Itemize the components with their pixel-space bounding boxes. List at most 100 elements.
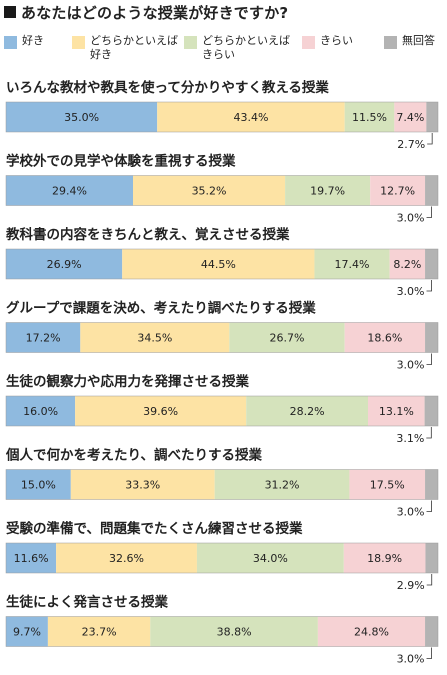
bar-row: 受験の準備で、問題集でたくさん練習させる授業 11.6% 32.6% 34.0% 18.… [5,520,439,592]
bar-row: グループで課題を決め、考えたり調べたりする授業 17.2% 34.5% 26.7% 18… [5,300,439,372]
data-label: 35.2% [192,185,227,198]
bar-segment-no-answer [425,249,438,279]
data-label-no-answer: 2.7% [397,138,425,151]
bar-segment-no-answer [424,396,438,426]
legend-item-somewhat-like: どちらかといえば 好き [72,34,178,62]
bar-segment-dislike [389,249,426,279]
legend-item-no-answer: 無回答 [384,34,435,49]
legend-swatch-somewhat-dislike [184,36,197,49]
bar-segment-dislike [344,322,426,353]
row-label: 生徒の観察力や応用力を発揮させる授業 [6,373,249,390]
bar-row: 生徒によく発言させる授業 9.7% 23.7% 38.8% 24.8% 3.0% [5,594,439,666]
data-label: 28.2% [290,405,325,418]
data-label: 34.5% [137,332,172,345]
bar-outline [5,542,439,574]
bar-segment-like [6,543,57,573]
bar-segment-dislike [349,469,426,500]
data-label: 16.0% [23,405,58,418]
leader-line [426,280,432,292]
bar-segment-somewhat-dislike [246,396,369,426]
bar-segment-like [6,249,123,279]
row-label: いろんな教材や教具を使って分かりやすく教える授業 [6,79,329,96]
data-label: 43.4% [233,111,268,124]
data-label: 38.8% [217,626,252,639]
bar-row: 教科書の内容をきちんと教え、覚えさせる授業 26.9% 44.5% 17.4% 8.2%… [5,226,439,298]
bar-segment-dislike [370,175,426,206]
row-label: 教科書の内容をきちんと教え、覚えさせる授業 [6,226,290,243]
bar-segment-somewhat-dislike [314,249,390,279]
bar-segment-somewhat-dislike [196,543,344,573]
leader-line [427,133,433,145]
data-label-no-answer: 3.1% [396,432,424,445]
legend-item-like: 好き [4,34,44,49]
legend-label-dislike: きらい [320,34,353,47]
bar-row: 学校外での見学や体験を重視する授業 29.4% 35.2% 19.7% 12.7% 3.0… [5,153,439,225]
bar-segment-like [6,469,71,500]
data-label: 33.3% [125,479,160,492]
legend-label-like: 好き [22,34,44,47]
bar-outline [5,616,439,647]
data-label: 17.5% [370,479,405,492]
data-label: 11.6% [14,552,49,565]
data-label: 44.5% [201,258,236,271]
bar-segment-no-answer [426,102,438,132]
data-label: 26.7% [270,332,305,345]
bar-outline [5,469,439,500]
data-label: 9.7% [13,626,41,639]
bar-segment-dislike [317,616,426,647]
data-label: 17.4% [335,258,370,271]
data-label: 11.5% [352,111,387,124]
leader-line [426,647,432,659]
data-label: 18.9% [367,552,402,565]
legend-item-somewhat-dislike: どちらかといえば きらい [184,34,290,62]
legend-label-somewhat-dislike: どちらかといえば きらい [202,34,290,61]
bar-outline [5,175,439,206]
bar-segment-somewhat-dislike [150,616,318,647]
data-label: 18.6% [367,332,402,345]
row-label: 個人で何かを考えたり、調べたりする授業 [5,447,262,464]
data-label: 29.4% [52,185,87,198]
bar-segment-dislike [343,543,426,573]
data-label: 7.4% [396,111,424,124]
data-label: 23.7% [82,626,117,639]
row-label: 学校外での見学や体験を重視する授業 [6,153,236,170]
leader-line [426,427,432,439]
bar-segment-no-answer [425,469,438,500]
leader-line [426,353,432,365]
data-label: 19.7% [310,185,345,198]
legend-swatch-somewhat-like [72,36,85,49]
data-label: 12.7% [380,185,415,198]
data-label: 13.1% [379,405,414,418]
bar-segment-no-answer [425,175,438,206]
bar-segment-somewhat-like [122,249,315,279]
bar-segment-dislike [394,102,427,132]
data-label: 8.2% [393,258,421,271]
bar-segment-somewhat-like [70,469,215,500]
bar-segment-no-answer [425,543,438,573]
bar-segment-like [6,102,158,132]
legend-swatch-like [4,36,17,49]
chart-title-row: あなたはどのような授業が好きですか? [4,2,288,22]
leader-line [426,206,432,218]
bar-segment-somewhat-like [56,543,197,573]
bar-outline [5,395,439,427]
data-label: 26.9% [47,258,82,271]
data-label: 17.2% [26,332,61,345]
data-label-no-answer: 3.0% [397,212,425,225]
bar-segment-like [6,175,134,206]
bar-outline [5,101,439,133]
data-label: 39.6% [143,405,178,418]
bar-row: いろんな教材や教具を使って分かりやすく教える授業 35.0% 43.4% 11.5% 7… [5,79,439,151]
data-label-no-answer: 2.9% [397,579,425,592]
bar-row: 生徒の観察力や応用力を発揮させる授業 16.0% 39.6% 28.2% 13.1% 3.… [5,373,439,445]
title-square-icon [4,6,16,18]
legend-label-no-answer: 無回答 [402,34,435,47]
data-label: 15.0% [21,479,56,492]
data-label: 24.8% [354,626,389,639]
bar-segment-no-answer [425,616,438,647]
bar-segment-like [6,396,76,426]
data-label: 31.2% [265,479,300,492]
leader-line [426,500,432,512]
bar-segment-somewhat-like [47,616,151,647]
